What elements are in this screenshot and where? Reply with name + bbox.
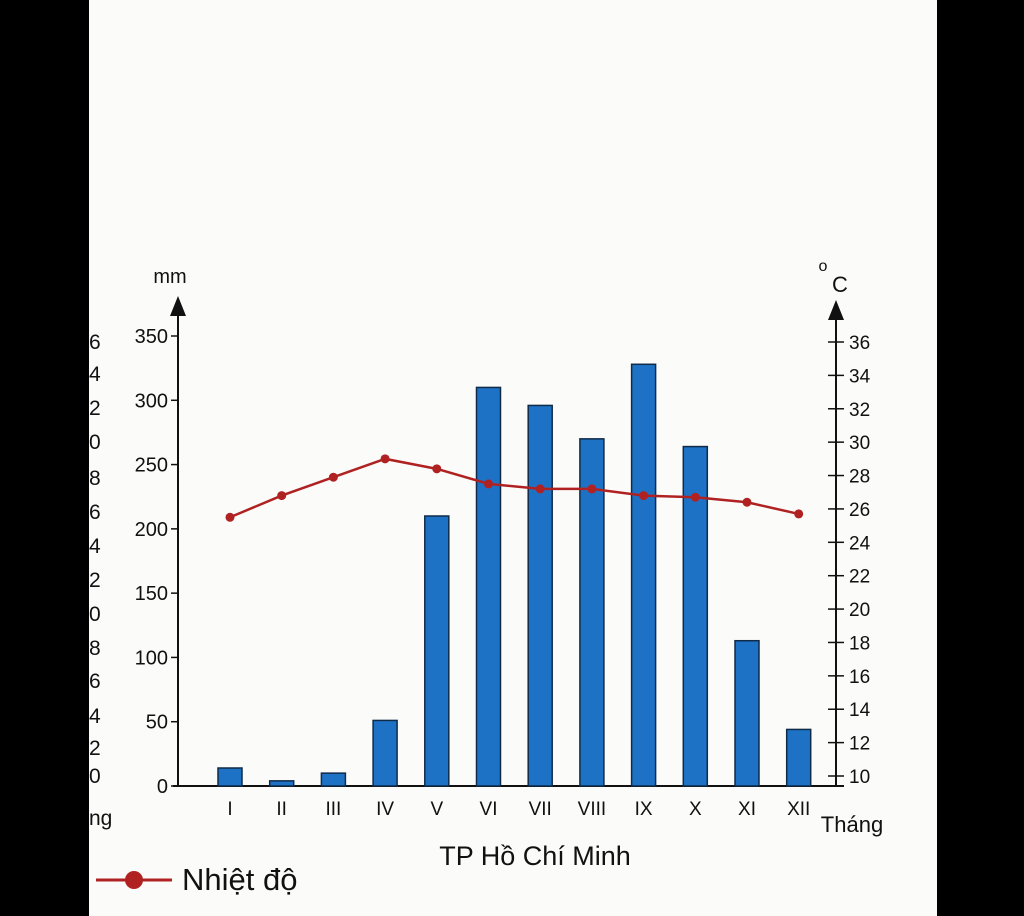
- cropped-label-fragment: 2: [89, 737, 101, 760]
- right-axis-arrow: [828, 300, 844, 320]
- month-label: IV: [376, 799, 394, 820]
- temperature-point: [328, 472, 338, 482]
- right-tick-label: 28: [849, 467, 870, 488]
- right-tick-label: 14: [849, 700, 871, 721]
- left-tick-label: 150: [135, 583, 168, 605]
- month-label: XII: [787, 799, 810, 820]
- rainfall-bar: [579, 438, 605, 787]
- left-tick-label: 250: [135, 455, 168, 477]
- rainfall-bar: [630, 363, 657, 787]
- right-tick-label: 20: [849, 600, 870, 621]
- temperature-point: [690, 492, 700, 502]
- temperature-point: [587, 484, 597, 494]
- rainfall-bar: [475, 386, 502, 787]
- temperature-point: [432, 464, 442, 474]
- left-tick-label: 0: [157, 776, 168, 798]
- cropped-label-fragment: 6: [89, 331, 101, 354]
- x-axis-label: Tháng: [821, 812, 883, 837]
- month-label: XI: [738, 799, 756, 820]
- left-tick-label: 50: [146, 712, 168, 734]
- left-tick-label: 200: [135, 519, 168, 541]
- cropped-label-fragment: 6: [89, 501, 101, 524]
- temperature-point: [742, 497, 752, 507]
- right-tick-label: 12: [849, 734, 870, 755]
- temperature-point: [225, 512, 235, 522]
- temperature-point: [535, 484, 545, 494]
- temperature-line: [229, 457, 799, 519]
- rainfall-bar: [320, 772, 347, 787]
- line-series: [225, 454, 804, 522]
- left-tick-label: 100: [135, 647, 168, 669]
- legend-marker: [125, 871, 143, 889]
- temperature-point: [484, 479, 493, 489]
- right-tick-label: 10: [849, 767, 870, 788]
- rainfall-bar: [217, 767, 243, 787]
- cropped-label-fragment: 8: [89, 637, 101, 660]
- cropped-label-fragment: 4: [89, 705, 101, 728]
- month-label: I: [227, 799, 232, 820]
- cropped-label-fragment: ng: [89, 807, 112, 830]
- left-tick-label: 350: [135, 326, 168, 348]
- left-black-border: [0, 0, 89, 916]
- right-axis-unit-sup: o: [819, 258, 828, 275]
- cropped-label-fragment: 0: [89, 431, 101, 454]
- month-label: II: [276, 799, 287, 820]
- rainfall-bar: [734, 639, 760, 787]
- rainfall-bar: [682, 445, 709, 787]
- month-label: VIII: [578, 799, 607, 820]
- cropped-label-fragment: 4: [89, 535, 101, 558]
- right-axis-unit: C: [832, 272, 848, 297]
- cropped-label-fragment: 2: [89, 569, 101, 592]
- cropped-label-fragment: 4: [89, 363, 101, 386]
- month-label: V: [430, 799, 443, 820]
- rainfall-bar: [527, 404, 553, 787]
- right-tick-label: 16: [849, 667, 870, 688]
- month-label: X: [689, 799, 702, 820]
- rainfall-bar: [268, 780, 295, 787]
- temperature-point: [639, 491, 649, 501]
- right-tick-label: 26: [849, 500, 870, 521]
- temperature-point: [277, 491, 287, 501]
- left-tick-label: 300: [135, 390, 168, 412]
- right-tick-label: 32: [849, 400, 870, 421]
- rainfall-bar: [785, 728, 812, 787]
- cropped-label-fragment: 2: [89, 397, 101, 420]
- month-label: VII: [529, 799, 552, 820]
- rainfall-bar: [424, 515, 450, 787]
- chart-title: TP Hồ Chí Minh: [439, 841, 631, 871]
- axes: mm 0 50 100 150 200 250 300 350 oC 10 12 14 16 18 20 22 2…: [135, 258, 871, 798]
- left-axis-unit: mm: [153, 266, 186, 288]
- right-tick-label: 34: [849, 366, 871, 387]
- bar-series: [217, 363, 812, 787]
- month-label: IX: [635, 799, 653, 820]
- temperature-point: [380, 454, 390, 464]
- rainfall-bar: [372, 719, 398, 787]
- right-tick-label: 36: [849, 333, 870, 354]
- right-tick-label: 24: [849, 533, 871, 554]
- cropped-axis-remnant: 6 4 2 0 8 6 4 2 0 8 6 4 2 0 ng: [0, 0, 112, 916]
- right-tick-label: 22: [849, 567, 870, 588]
- right-tick-label: 18: [849, 633, 870, 654]
- cropped-label-fragment: 0: [89, 603, 101, 626]
- cropped-label-fragment: 0: [89, 765, 101, 788]
- month-label: VI: [480, 799, 498, 820]
- temperature-point: [794, 509, 804, 519]
- cropped-label-fragment: 8: [89, 467, 101, 490]
- month-label: III: [325, 799, 341, 820]
- legend-label: Nhiệt độ: [182, 862, 297, 897]
- left-axis-arrow: [170, 296, 186, 316]
- right-tick-label: 30: [849, 433, 870, 454]
- cropped-label-fragment: 6: [89, 670, 101, 693]
